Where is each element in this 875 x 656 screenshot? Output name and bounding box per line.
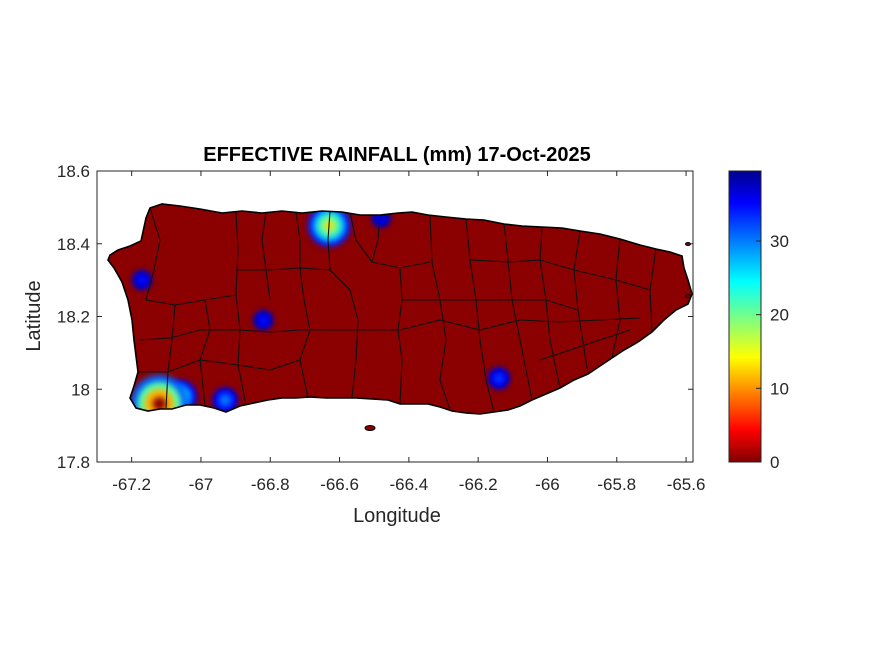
y-tick-label: 18.2 <box>57 308 90 327</box>
rainfall-hotspot-contour <box>152 396 167 411</box>
municipality-boundary <box>139 329 301 341</box>
x-tick-label: -66 <box>535 475 560 494</box>
municipality-boundary <box>235 211 247 406</box>
x-tick-label: -66.8 <box>251 475 290 494</box>
x-tick-label: -66.2 <box>459 475 498 494</box>
rainfall-hotspot-contour <box>222 397 229 404</box>
municipality-boundary <box>469 259 651 291</box>
y-tick-label: 18.4 <box>57 235 90 254</box>
y-axis-label: Latitude <box>23 280 45 351</box>
municipality-boundary <box>199 299 211 406</box>
municipality-boundary <box>465 218 495 413</box>
municipality-boundary <box>539 329 631 361</box>
municipality-boundary <box>402 299 579 311</box>
x-tick-label: -65.6 <box>667 475 706 494</box>
x-tick-label: -67 <box>189 475 214 494</box>
coastline <box>107 203 693 415</box>
municipality-boundary <box>429 215 451 411</box>
colorbar-ticks: 0 10 20 30 <box>756 232 789 472</box>
municipality-boundary <box>236 267 331 271</box>
municipality-boundary <box>327 210 359 399</box>
x-axis-label: Longitude <box>353 505 441 527</box>
rainfall-hotspot-contour <box>139 277 145 283</box>
rainfall-hotspot-contour <box>261 317 266 323</box>
rainfall-field <box>108 204 692 414</box>
municipality-boundary <box>611 238 621 359</box>
x-tick-label: -65.8 <box>597 475 636 494</box>
colorbar-tick-label: 30 <box>770 232 789 251</box>
x-axis-ticks: -67.2 -67 -66.8 -66.6 -66.4 -66.2 -66 -65.8 -65.… <box>112 171 705 494</box>
y-axis-ticks: 17.8 18 18.2 18.4 18.6 <box>57 162 693 472</box>
colorbar-gradient <box>728 170 762 463</box>
y-tick-label: 17.8 <box>57 453 90 472</box>
islet <box>685 294 691 298</box>
colorbar-tick-label: 0 <box>770 453 779 472</box>
municipality-boundary <box>145 294 237 306</box>
chart-title: EFFECTIVE RAINFALL (mm) 17-Oct-2025 <box>203 144 590 166</box>
y-tick-label: 18.6 <box>57 162 90 181</box>
municipality-boundary <box>300 317 641 331</box>
y-tick-label: 18 <box>71 380 90 399</box>
map-area <box>107 203 693 431</box>
x-tick-label: -66.6 <box>320 475 359 494</box>
municipality-boundary <box>261 211 271 301</box>
rainfall-hotspot-contour <box>496 375 502 381</box>
x-tick-label: -67.2 <box>112 475 151 494</box>
x-tick-label: -66.4 <box>389 475 428 494</box>
colorbar-tick-label: 10 <box>770 379 789 398</box>
municipality-boundary <box>371 214 381 263</box>
rainfall-background <box>108 204 692 414</box>
islet <box>364 425 376 431</box>
colorbar: 0 10 20 30 <box>728 170 789 472</box>
municipality-boundary <box>573 230 589 375</box>
municipality-boundary <box>138 359 301 373</box>
municipality-boundaries <box>138 207 657 413</box>
colorbar-tick-label: 20 <box>770 306 789 325</box>
municipality-boundary <box>165 304 176 409</box>
rainfall-hotspots <box>130 204 510 414</box>
municipality-boundary <box>145 207 161 301</box>
